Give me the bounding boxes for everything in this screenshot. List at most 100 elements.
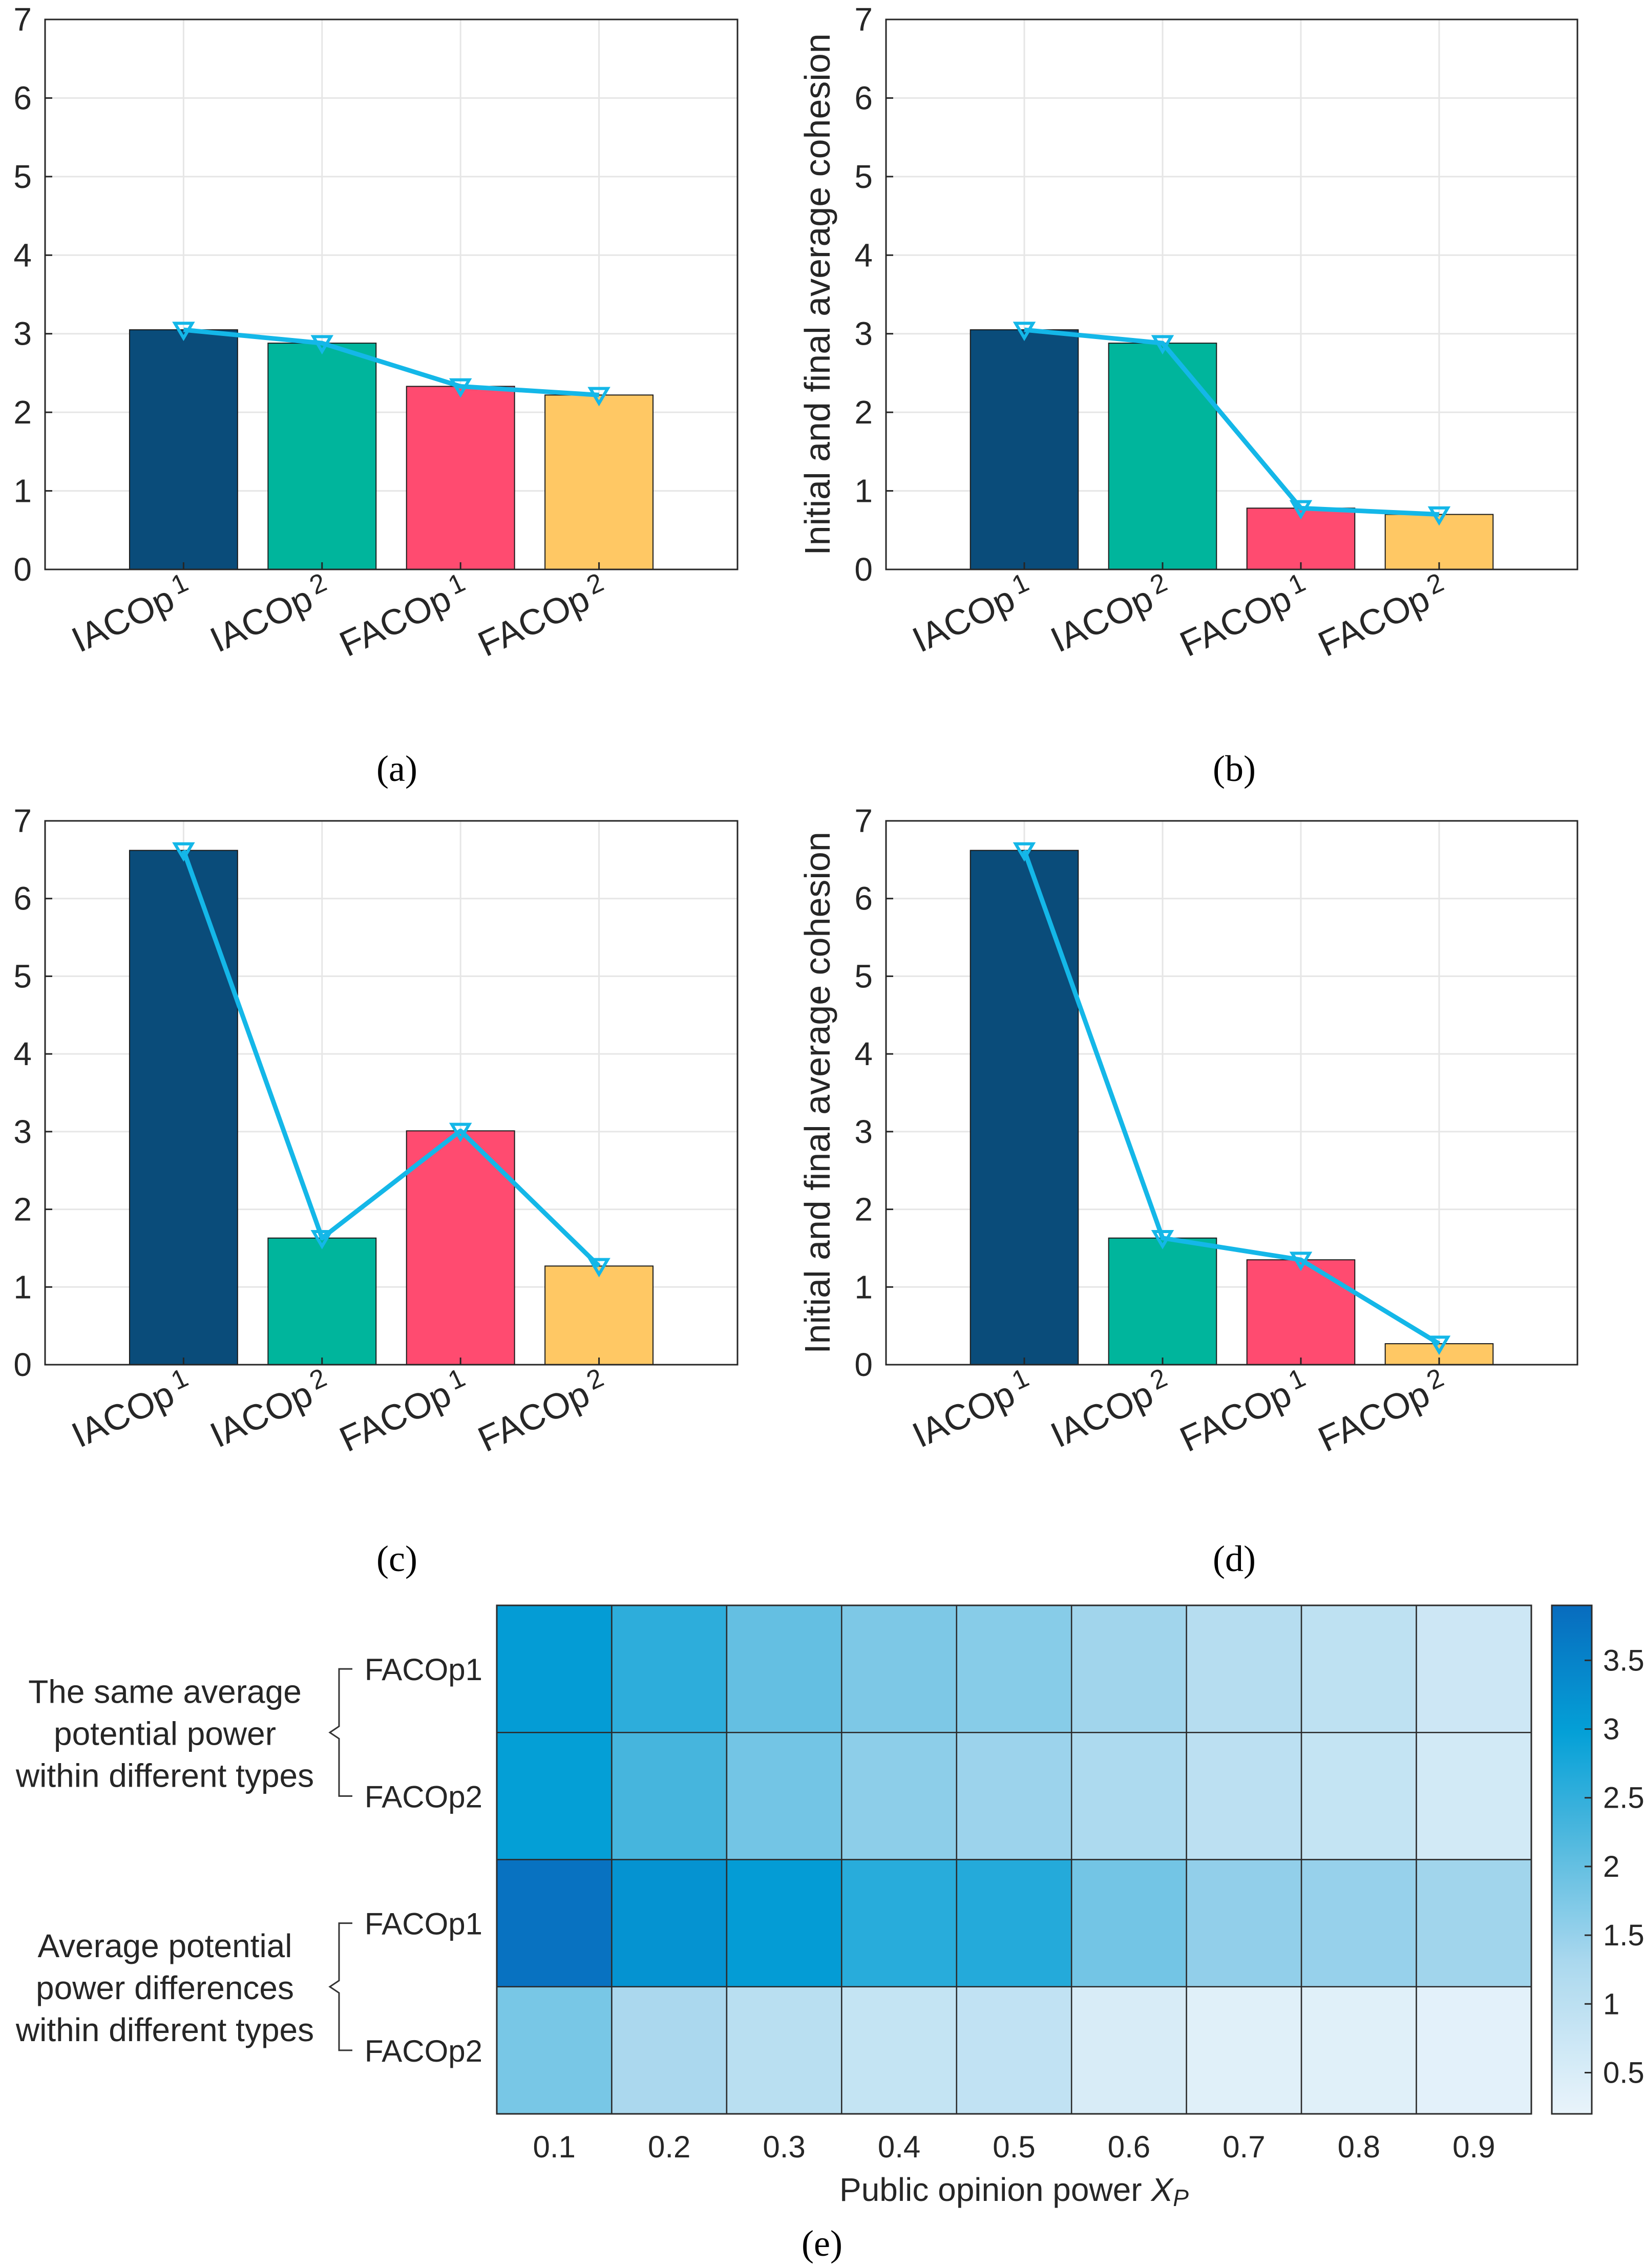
y-tick-label: 7 xyxy=(854,802,873,839)
row-label: FACOp2 xyxy=(365,2034,482,2068)
y-tick-label: 3 xyxy=(854,1113,873,1150)
x-tick-label: 0.2 xyxy=(648,2130,690,2164)
row-label: FACOp2 xyxy=(365,1779,482,1814)
heatmap-cell xyxy=(726,1732,842,1860)
bar-iacop1 xyxy=(969,850,1079,1366)
y-tick-label: 7 xyxy=(854,1,873,38)
x-tick-label: FACOp2 xyxy=(1311,567,1453,664)
group-label-line: power differences xyxy=(36,1969,294,2006)
colorbar-tick-label: 0.5 xyxy=(1603,2056,1644,2089)
caption-e: (e) xyxy=(802,2223,842,2264)
y-tick-label: 2 xyxy=(854,1191,873,1228)
heatmap-cell xyxy=(726,1986,842,2115)
chart-panel-d: 0 1 2 3 4 5 6 7 IACOp1 IACOp2 FACOp1 FACOp2 Initial … xyxy=(797,802,1578,1459)
charts-layer: 01234567IACOp1IACOp2FACOp1FACOp2Initial … xyxy=(13,1,1644,2211)
category-name: IACOp xyxy=(204,1373,319,1455)
colorbar-tick-label: 2 xyxy=(1603,1850,1619,1883)
category-name: IACOp xyxy=(1045,578,1159,660)
y-tick-label: 0 xyxy=(13,551,32,588)
y-axis-label: Initial and final average cohesion xyxy=(797,832,837,1354)
category-name: IACOp xyxy=(907,1373,1021,1455)
trend-line xyxy=(1022,850,1441,1346)
category-name: IACOp xyxy=(66,1373,180,1455)
y-tick-label: 0 xyxy=(854,1346,873,1383)
trend-marker xyxy=(587,387,610,407)
y-tick-label: 6 xyxy=(13,79,32,116)
x-tick-label: IACOp2 xyxy=(203,567,336,660)
y-tick-label: 0 xyxy=(854,551,873,588)
category-name: IACOp xyxy=(1045,1373,1159,1455)
heatmap-cell xyxy=(956,1859,1072,1987)
x-tick-label: 0.4 xyxy=(878,2130,920,2164)
heatmap-cell xyxy=(611,1732,728,1860)
heatmap-cell xyxy=(841,1604,958,1733)
trend-marker xyxy=(172,322,195,342)
heatmap-cell xyxy=(841,1732,958,1860)
y-tick-label: 2 xyxy=(854,394,873,431)
x-tick-label: 0.8 xyxy=(1338,2130,1380,2164)
bar-iacop1 xyxy=(969,329,1079,570)
y-tick-label: 1 xyxy=(854,1268,873,1305)
category-name: FACOp xyxy=(1174,1373,1297,1459)
heatmap-cell xyxy=(1186,1732,1302,1860)
category-name: IACOp xyxy=(907,578,1021,660)
axes-frame xyxy=(44,820,739,1366)
heatmap-cell xyxy=(611,1604,728,1733)
heatmap-cell xyxy=(496,1859,613,1987)
x-tick-label: FACOp2 xyxy=(471,1363,614,1459)
trend-marker xyxy=(1151,1230,1174,1249)
row-label: FACOp1 xyxy=(365,1652,482,1687)
colorbar xyxy=(1551,1604,1593,2115)
category-name: IACOp xyxy=(66,578,180,660)
heatmap-cell xyxy=(1300,1732,1417,1860)
heatmap-frame xyxy=(496,1604,1532,2115)
x-tick-label: 0.6 xyxy=(1108,2130,1150,2164)
x-axis-label-text: Public opinion power xyxy=(839,2171,1142,2208)
caption-c: (c) xyxy=(376,1538,417,1579)
bar-iacop2 xyxy=(267,1237,377,1366)
heatmap-cell xyxy=(726,1604,842,1733)
x-tick-label: FACOp2 xyxy=(471,567,614,664)
heatmap-cell xyxy=(496,1604,613,1733)
colorbar-tick-label: 2.5 xyxy=(1603,1782,1644,1815)
y-tick-label: 4 xyxy=(13,237,32,273)
trend-marker xyxy=(1013,322,1036,342)
heatmap-cell xyxy=(956,1604,1072,1733)
x-tick-label: FACOp1 xyxy=(1173,567,1315,664)
heatmap-cell xyxy=(1070,1604,1187,1733)
y-tick-label: 4 xyxy=(854,237,873,273)
x-tick-label: IACOp2 xyxy=(1044,1363,1177,1455)
heatmap-cell xyxy=(1416,1986,1532,2115)
chart-panel-b: 0 1 2 3 4 5 6 7 IACOp1 IACOp2 FACOp1 FACOp2 Initial … xyxy=(797,1,1578,664)
y-tick-label: 2 xyxy=(13,394,32,431)
y-tick-label: 5 xyxy=(854,158,873,195)
bar-facop1 xyxy=(406,386,515,570)
trend-line xyxy=(181,850,601,1268)
y-tick-label: 5 xyxy=(13,958,32,994)
y-axis-label: Initial and final average cohesion xyxy=(797,33,837,556)
y-tick-label: 0 xyxy=(13,1346,32,1383)
heatmap-cell xyxy=(956,1986,1072,2115)
y-tick-label: 6 xyxy=(854,79,873,116)
heatmap-cell xyxy=(1070,1732,1187,1860)
x-tick-label: 0.1 xyxy=(533,2130,576,2164)
heatmap-cell xyxy=(611,1986,728,2115)
group-label-line: Average potential xyxy=(38,1927,292,1964)
x-tick-label: FACOp1 xyxy=(1173,1363,1315,1459)
colorbar-tick-label: 3.5 xyxy=(1603,1644,1644,1677)
group-brace xyxy=(328,1668,352,1797)
y-tick-label: 3 xyxy=(854,315,873,352)
trend-marker xyxy=(587,1258,610,1278)
group-label-line: The same average xyxy=(28,1673,302,1710)
x-axis-symbol-subscript: P xyxy=(1173,2185,1189,2211)
bar-iacop2 xyxy=(1108,343,1217,570)
heatmap-cell xyxy=(841,1859,958,1987)
heatmap-cell xyxy=(1186,1604,1302,1733)
bar-facop1 xyxy=(406,1130,515,1366)
caption-a: (a) xyxy=(376,748,417,789)
group-brace xyxy=(328,1922,352,2051)
trend-line xyxy=(183,327,599,397)
x-tick-label: FACOp1 xyxy=(332,1363,475,1459)
x-tick-label: FACOp2 xyxy=(1311,1363,1453,1459)
x-tick-label: IACOp2 xyxy=(1044,567,1177,660)
